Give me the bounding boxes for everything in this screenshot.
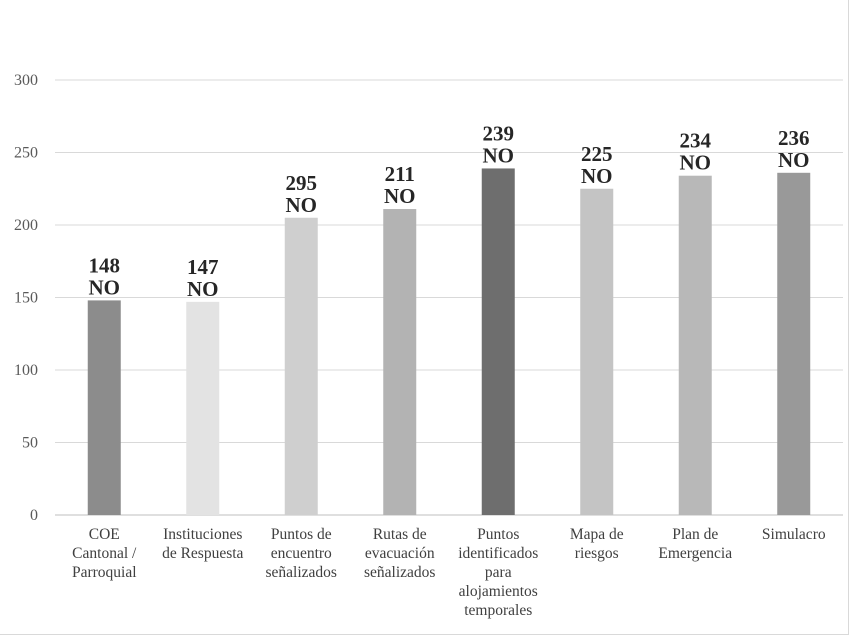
data-label: 225: [581, 142, 613, 166]
x-tick-label: alojamientos: [459, 583, 538, 600]
y-tick-label: 250: [14, 145, 38, 162]
data-label: 148: [89, 253, 121, 277]
x-tick-label: encuentro: [271, 545, 332, 562]
x-tick-label: para: [485, 564, 512, 581]
bars: [87, 168, 811, 516]
y-axis-ticks: 0 50 100 150 200 250 300: [14, 72, 38, 524]
data-label: NO: [286, 193, 318, 217]
x-tick-label: Rutas de: [373, 526, 427, 543]
x-tick-label: Puntos de: [271, 526, 332, 543]
bar: [87, 300, 121, 515]
x-axis-labels: COE Cantonal / Parroquial Instituciones de R…: [72, 526, 826, 619]
x-tick-label: Emergencia: [658, 545, 732, 562]
data-label: NO: [89, 275, 121, 299]
x-tick-label: evacuación: [365, 545, 435, 562]
y-tick-label: 200: [14, 217, 38, 234]
data-label: NO: [187, 277, 219, 301]
bar: [481, 168, 515, 515]
data-label: 236: [778, 126, 810, 150]
x-tick-label: Puntos: [477, 526, 519, 543]
bar: [678, 175, 712, 515]
data-label: 239: [483, 121, 515, 145]
data-label: NO: [581, 164, 613, 188]
x-tick-label: Simulacro: [762, 526, 826, 543]
bar: [580, 188, 614, 515]
x-tick-label: Cantonal /: [72, 545, 137, 562]
x-tick-label: señalizados: [266, 564, 337, 581]
x-tick-label: identificados: [458, 545, 538, 562]
x-tick-label: Parroquial: [72, 564, 137, 581]
y-tick-label: 0: [30, 507, 38, 524]
data-label: NO: [778, 148, 810, 172]
x-tick-label: temporales: [464, 602, 532, 619]
data-label: 211: [385, 162, 415, 186]
x-tick-label: Plan de: [672, 526, 718, 543]
x-tick-label: COE: [89, 526, 120, 543]
x-tick-label: señalizados: [364, 564, 435, 581]
x-tick-label: Mapa de: [570, 526, 624, 543]
data-label: 147: [187, 255, 219, 279]
bar: [777, 172, 811, 516]
data-label: 295: [286, 171, 318, 195]
data-label: NO: [384, 184, 416, 208]
x-tick-label: Instituciones: [163, 526, 242, 543]
y-tick-label: 150: [14, 290, 38, 307]
bar: [284, 217, 318, 515]
x-tick-label: riesgos: [575, 545, 619, 562]
y-tick-label: 100: [14, 362, 38, 379]
data-label: NO: [680, 151, 712, 175]
bar: [186, 301, 220, 515]
data-label: 234: [680, 129, 712, 153]
data-label: NO: [483, 143, 515, 167]
y-tick-label: 300: [14, 72, 38, 89]
gridlines: [55, 79, 843, 516]
x-tick-label: de Respuesta: [162, 545, 243, 562]
y-tick-label: 50: [22, 435, 38, 452]
bar: [383, 209, 417, 516]
